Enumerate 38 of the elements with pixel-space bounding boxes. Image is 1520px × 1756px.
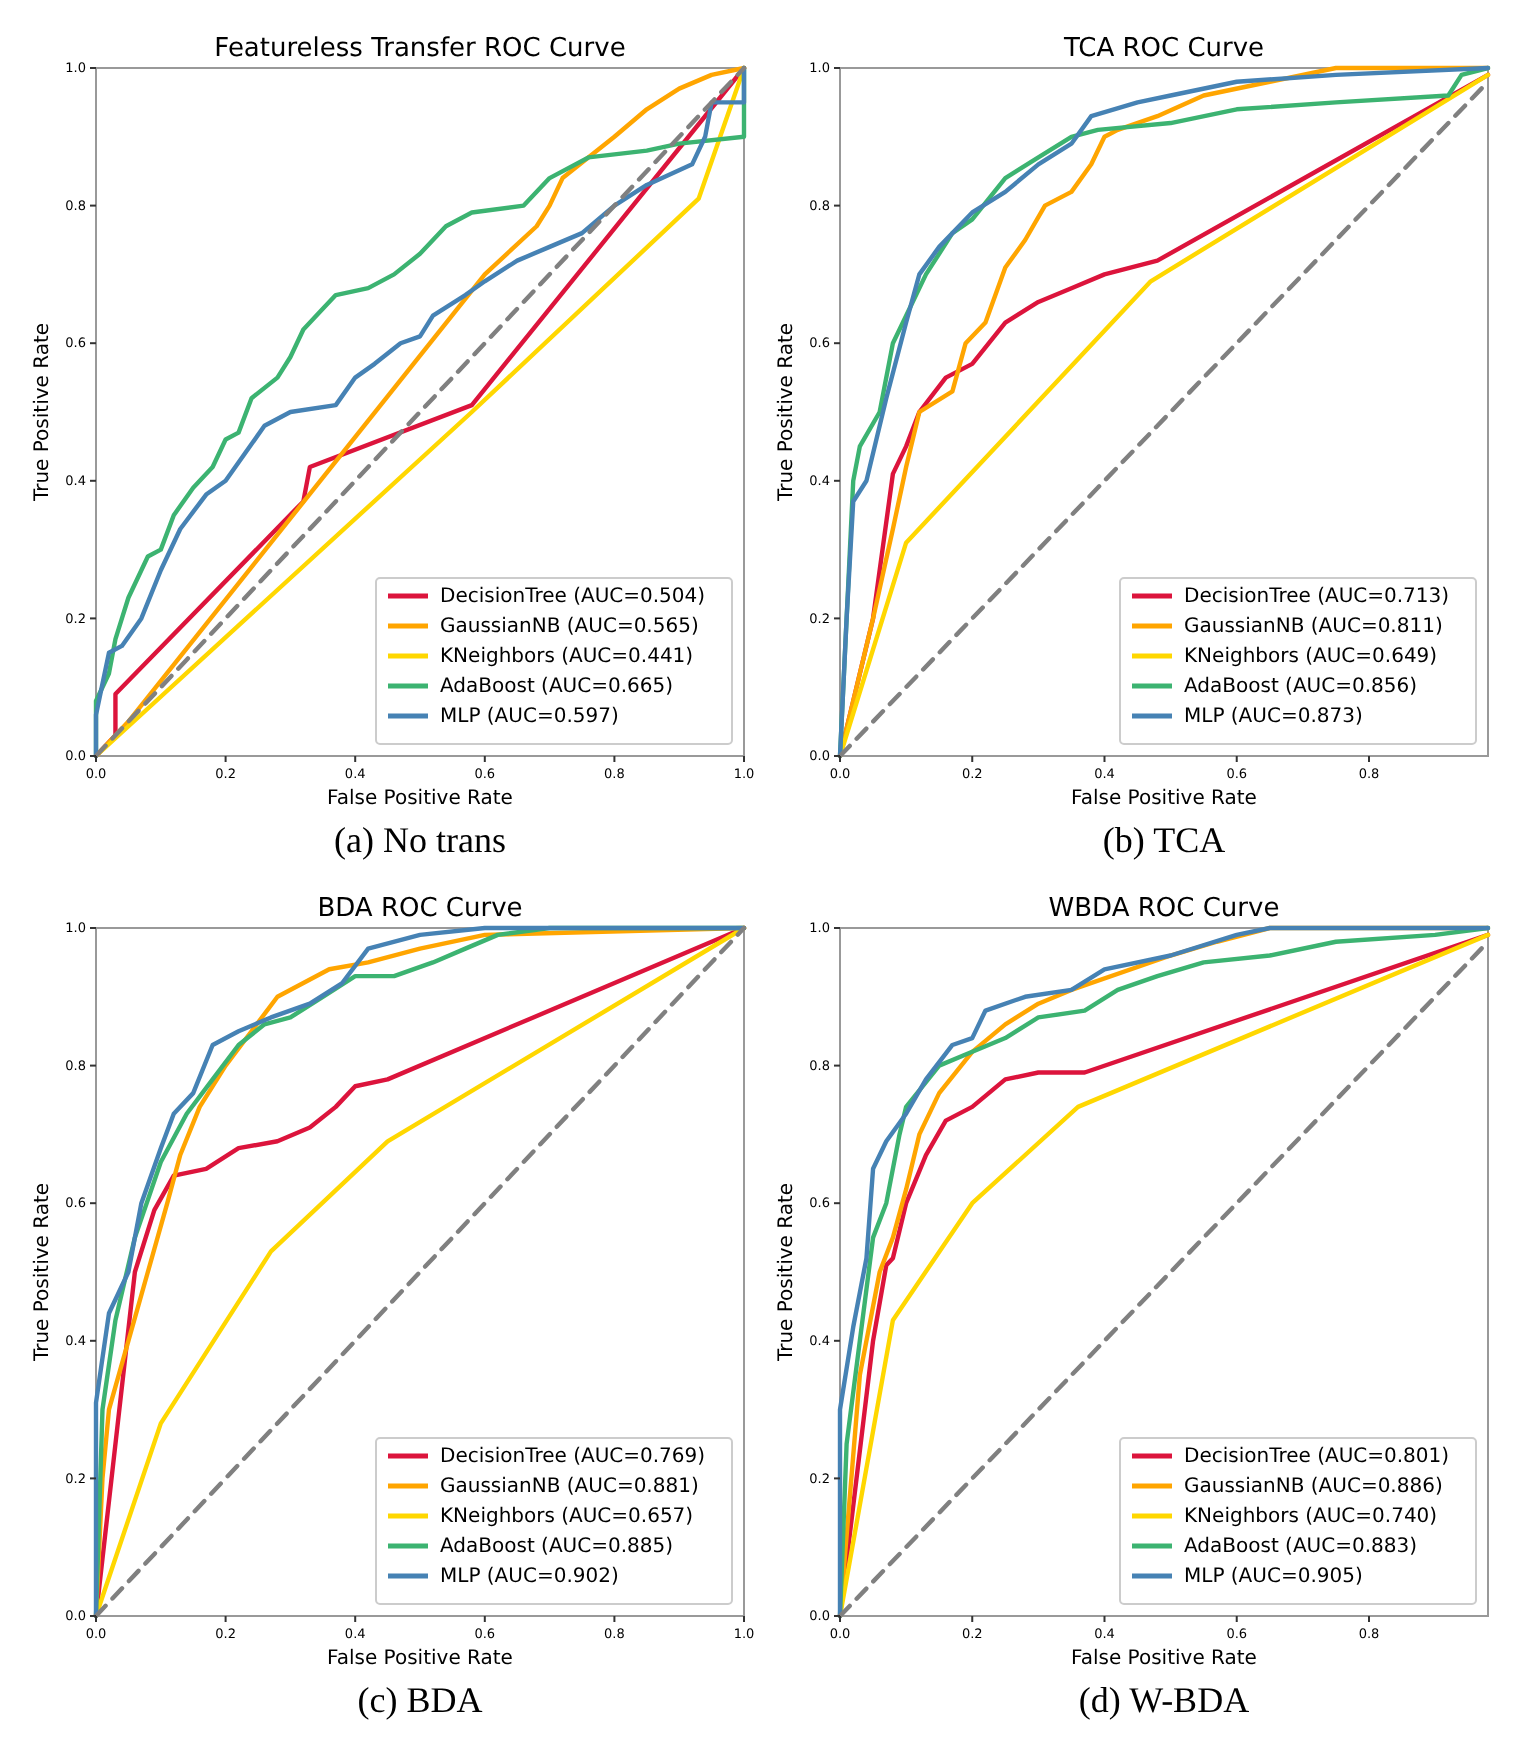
- legend-label: AdaBoost (AUC=0.883): [1184, 1536, 1418, 1558]
- x-axis-title: False Positive Rate: [1071, 788, 1257, 810]
- y-axis-title: True Positive Rate: [32, 322, 54, 504]
- text: (c) BDA: [357, 1680, 483, 1720]
- chart-title: BDA ROC Curve: [317, 894, 523, 924]
- legend-label: KNeighbors (AUC=0.649): [1184, 646, 1438, 668]
- line-series: [93, 65, 747, 759]
- y-axis-title: True Positive Rate: [776, 1182, 798, 1364]
- chart-title: TCA ROC Curve: [1061, 34, 1265, 64]
- legend-label: AdaBoost (AUC=0.665): [440, 676, 674, 698]
- legend-label: DecisionTree (AUC=0.504): [440, 586, 706, 608]
- legend-label: MLP (AUC=0.873): [1184, 706, 1363, 728]
- x-axis-title: False Positive Rate: [327, 788, 513, 810]
- legend-label: MLP (AUC=0.597): [440, 706, 619, 728]
- legend-label: AdaBoost (AUC=0.856): [1184, 676, 1418, 698]
- y-axis-title: True Positive Rate: [776, 322, 798, 504]
- text: (a) No trans: [334, 820, 506, 860]
- text: (d) W-BDA: [1078, 1680, 1250, 1720]
- legend-label: GaussianNB (AUC=0.565): [440, 616, 699, 638]
- legend-label: KNeighbors (AUC=0.441): [440, 646, 694, 668]
- legend-label: DecisionTree (AUC=0.769): [440, 1446, 706, 1468]
- x-axis-title: False Positive Rate: [327, 1648, 513, 1670]
- y-axis-title: True Positive Rate: [32, 1182, 54, 1364]
- text: (b) TCA: [1102, 820, 1226, 860]
- legend-label: GaussianNB (AUC=0.881): [440, 1476, 699, 1498]
- legend-label: KNeighbors (AUC=0.657): [440, 1506, 694, 1528]
- chart-title: Featureless Transfer ROC Curve: [214, 34, 626, 64]
- chart-title: WBDA ROC Curve: [1048, 894, 1280, 924]
- legend-label: GaussianNB (AUC=0.811): [1184, 616, 1443, 638]
- legend-label: DecisionTree (AUC=0.713): [1184, 586, 1450, 608]
- legend-label: DecisionTree (AUC=0.801): [1184, 1446, 1450, 1468]
- legend-label: AdaBoost (AUC=0.885): [440, 1536, 674, 1558]
- legend-label: GaussianNB (AUC=0.886): [1184, 1476, 1443, 1498]
- x-axis-title: False Positive Rate: [1071, 1648, 1257, 1670]
- legend-label: MLP (AUC=0.905): [1184, 1566, 1363, 1588]
- legend-label: MLP (AUC=0.902): [440, 1566, 619, 1588]
- line-series: [93, 925, 747, 1619]
- legend-label: KNeighbors (AUC=0.740): [1184, 1506, 1438, 1528]
